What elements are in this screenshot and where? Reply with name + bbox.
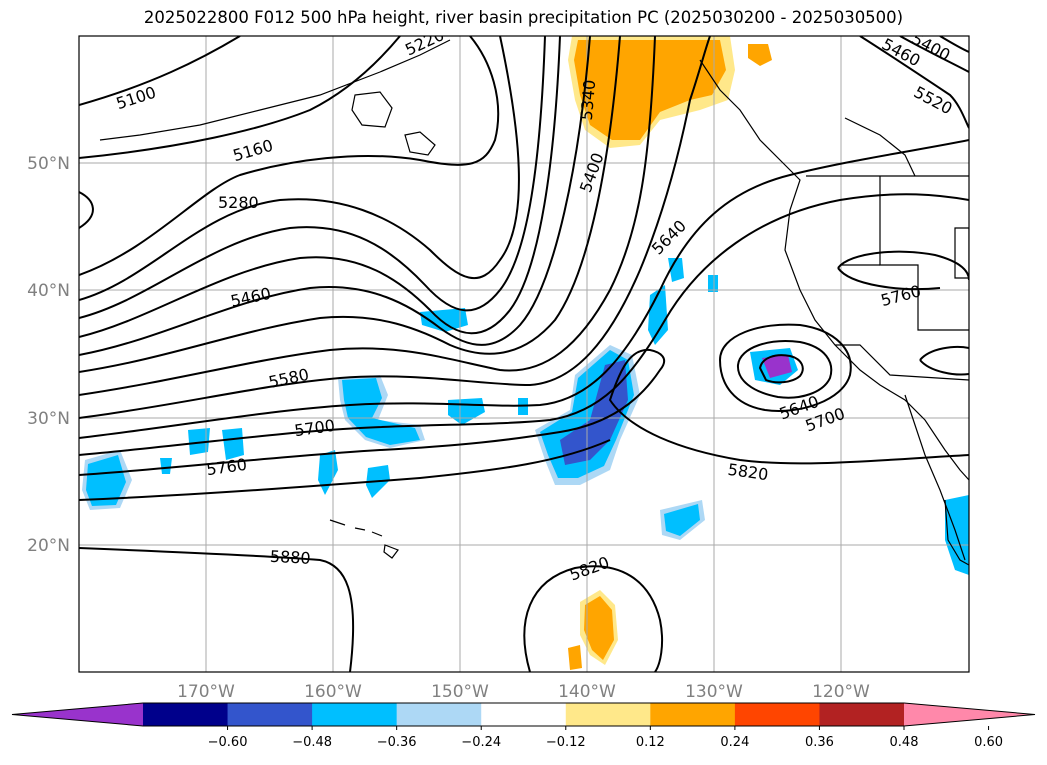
colorbar-bin [481,703,567,726]
contour-label: 5460 [229,284,273,311]
map-frame [78,35,970,673]
colorbar-bin [819,703,905,726]
lon-label: 160°W [304,682,362,702]
contour-label: 5640 [648,216,690,258]
contour-label: 5820 [727,460,770,484]
precip-anomaly-shading [82,36,969,670]
colorbar-label: −0.36 [377,735,417,750]
colorbar: −0.60 −0.48 −0.36 −0.24 −0.12 0.12 0.24 0.36 0.4… [11,702,1036,750]
colorbar-outline [11,702,1036,727]
colorbar-label: 0.60 [974,735,1003,750]
colorbar-label: −0.12 [546,735,586,750]
colorbar-bin [565,703,651,726]
contour-label: 5280 [218,193,259,212]
contour-label: 5100 [114,83,159,114]
lon-label: 150°W [431,682,489,702]
lon-label: 170°W [177,682,235,702]
coastlines [99,39,969,566]
colorbar-label: −0.24 [461,735,501,750]
colorbar-bin [143,703,229,726]
contour-label: 5820 [567,553,612,585]
contour-label: 5760 [879,281,923,310]
latitude-labels: 50°N 40°N 30°N 20°N [27,154,70,556]
lat-label: 40°N [27,281,70,301]
contour-label: 5760 [205,455,248,479]
colorbar-label: −0.48 [292,735,332,750]
colorbar-bin [312,703,398,726]
contour-label: 5160 [231,136,275,165]
contour-label: 5580 [267,365,311,392]
colorbar-bin [650,703,736,726]
longitude-labels: 170°W 160°W 150°W 140°W 130°W 120°W [177,682,870,702]
contour-label: 5220 [402,25,447,59]
graticule [79,36,969,672]
lat-label: 30°N [27,409,70,429]
colorbar-label: 0.24 [720,735,749,750]
colorbar-bin [396,703,482,726]
contour-label: 5340 [577,79,599,121]
contour-label: 5880 [269,547,311,568]
colorbar-label: 0.12 [636,735,665,750]
colorbar-label: −0.60 [208,735,248,750]
colorbar-label: 0.48 [890,735,919,750]
contour-labels: 5100 5160 5280 5460 5580 5700 5760 5880 … [114,25,956,585]
lat-label: 20°N [27,536,70,556]
colorbar-extension-low [12,703,143,726]
lat-label: 50°N [27,154,70,174]
contour-label: 5700 [293,416,336,440]
colorbar-extension-high [904,703,1035,726]
figure-title: 2025022800 F012 500 hPa height, river ba… [143,8,904,27]
lon-label: 130°W [685,682,743,702]
colorbar-bin [734,703,820,726]
contour-label: 5520 [911,82,956,118]
colorbar-label: 0.36 [805,735,834,750]
lon-label: 140°W [558,682,616,702]
height-contours [79,36,969,672]
lon-label: 120°W [812,682,870,702]
colorbar-bin [227,703,313,726]
